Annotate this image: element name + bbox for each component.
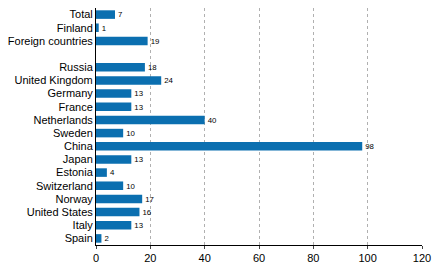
svg-text:98: 98 [365, 142, 374, 151]
svg-text:7: 7 [118, 10, 122, 19]
svg-text:4: 4 [110, 168, 115, 177]
svg-text:13: 13 [134, 103, 143, 112]
svg-text:Japan: Japan [63, 153, 93, 165]
svg-text:16: 16 [142, 208, 151, 217]
svg-text:80: 80 [307, 252, 319, 264]
svg-text:0: 0 [93, 252, 99, 264]
svg-text:24: 24 [164, 76, 173, 85]
svg-text:13: 13 [134, 221, 143, 230]
svg-text:Estonia: Estonia [56, 166, 94, 178]
svg-text:France: France [59, 101, 93, 113]
svg-text:10: 10 [126, 182, 135, 191]
svg-text:13: 13 [134, 155, 143, 164]
svg-text:Finland: Finland [57, 22, 93, 34]
svg-text:19: 19 [151, 37, 160, 46]
svg-text:Total: Total [70, 8, 93, 20]
svg-text:Netherlands: Netherlands [33, 114, 93, 126]
svg-text:100: 100 [358, 252, 376, 264]
svg-text:Sweden: Sweden [53, 127, 93, 139]
svg-text:1: 1 [102, 24, 106, 33]
svg-text:Germany: Germany [48, 87, 94, 99]
svg-text:United States: United States [27, 206, 94, 218]
svg-text:120: 120 [413, 252, 431, 264]
svg-text:Italy: Italy [73, 219, 94, 231]
svg-text:Spain: Spain [65, 232, 93, 244]
svg-text:17: 17 [145, 195, 154, 204]
svg-text:60: 60 [253, 252, 265, 264]
svg-text:Switzerland: Switzerland [36, 180, 93, 192]
svg-text:18: 18 [148, 63, 157, 72]
svg-text:Norway: Norway [56, 193, 94, 205]
svg-text:2: 2 [104, 234, 108, 243]
svg-text:China: China [64, 140, 94, 152]
svg-text:10: 10 [126, 129, 135, 138]
svg-text:20: 20 [144, 252, 156, 264]
svg-text:United Kingdom: United Kingdom [15, 74, 93, 86]
svg-text:40: 40 [199, 252, 211, 264]
svg-text:13: 13 [134, 89, 143, 98]
svg-text:40: 40 [208, 116, 217, 125]
svg-text:Russia: Russia [59, 61, 94, 73]
svg-text:Foreign countries: Foreign countries [8, 35, 93, 47]
